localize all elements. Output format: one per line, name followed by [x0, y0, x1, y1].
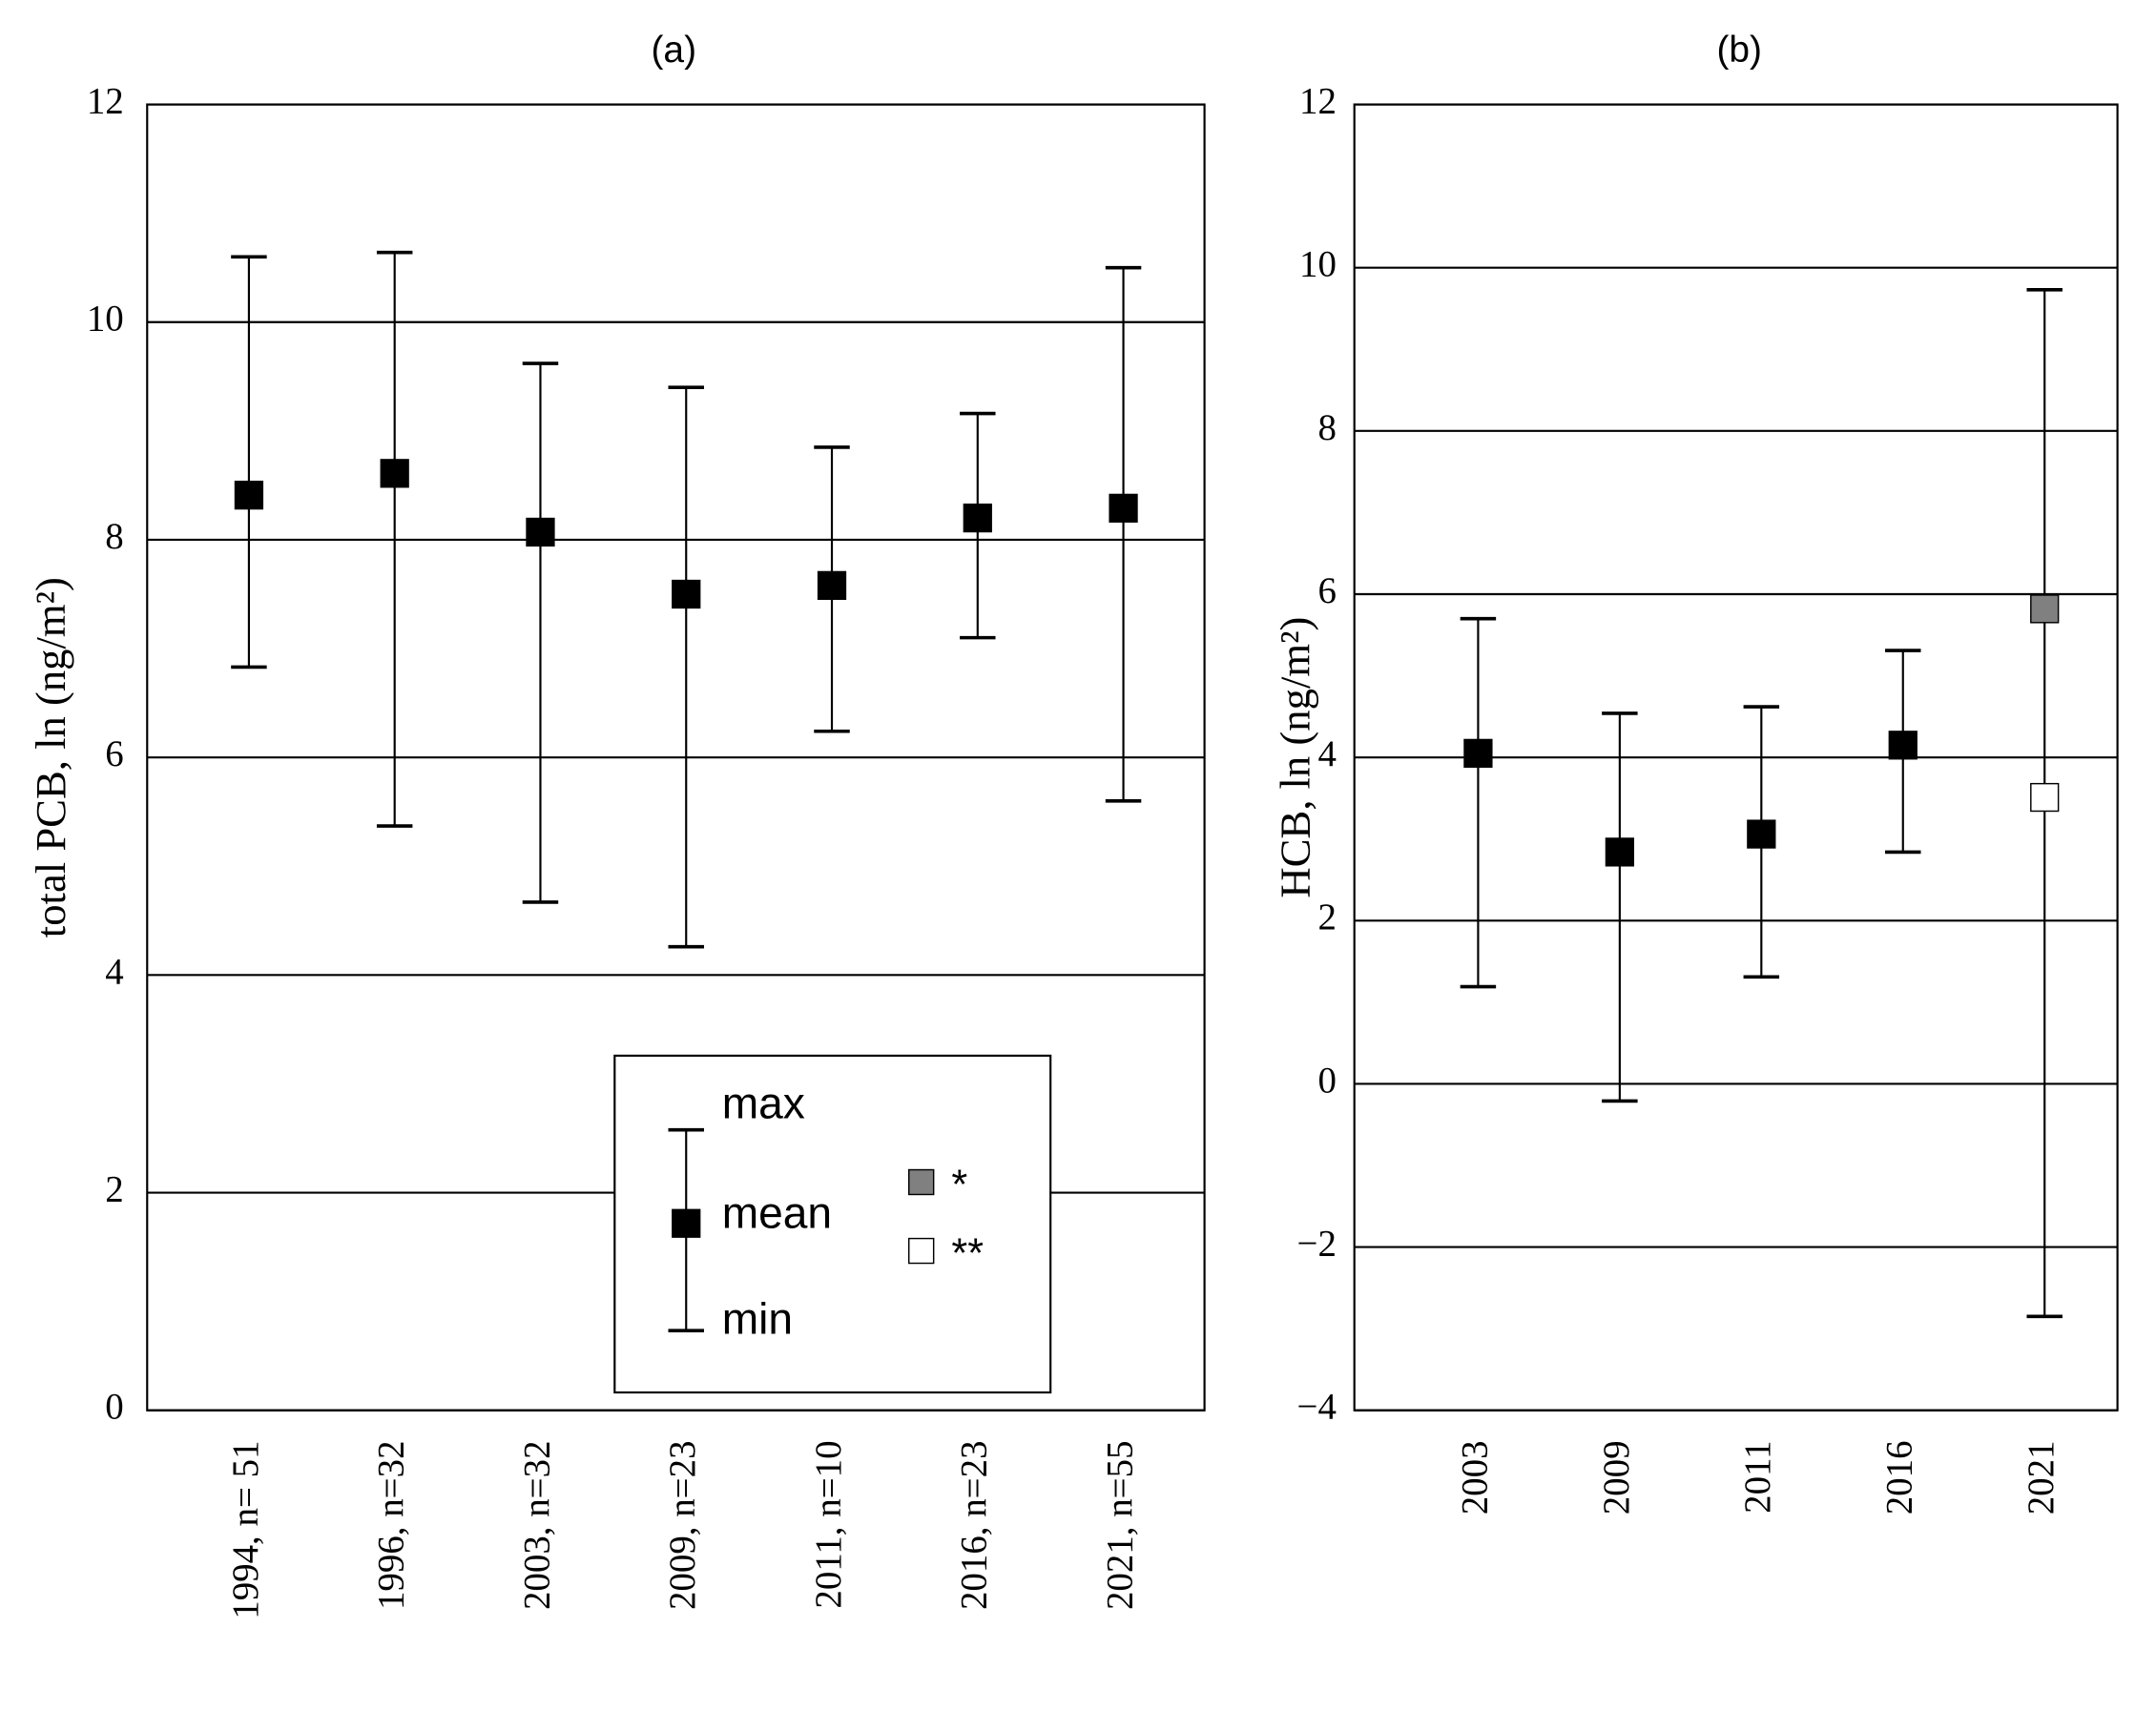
mean-marker — [234, 481, 264, 510]
y-tick-label: 2 — [1318, 896, 1337, 938]
y-tick-label: −4 — [1297, 1387, 1337, 1428]
legend-swatch — [908, 1168, 935, 1196]
x-tick-label: 2021, n=55 — [1099, 1440, 1140, 1610]
x-tick-label: 2021 — [2021, 1440, 2062, 1515]
y-tick-label: 4 — [105, 951, 123, 992]
chart-title: (a) — [651, 30, 696, 71]
y-tick-label: 12 — [87, 80, 124, 121]
x-tick-label: 2009, n=23 — [662, 1440, 703, 1610]
y-tick-label: 10 — [87, 299, 124, 340]
y-tick-label: 4 — [1318, 733, 1337, 774]
y-tick-label: 6 — [105, 733, 123, 774]
mean-marker — [1888, 731, 1918, 760]
legend-label: ** — [951, 1231, 984, 1277]
mean-marker — [1109, 493, 1138, 523]
x-tick-label: 2011 — [1737, 1440, 1778, 1513]
mean-marker — [1463, 738, 1493, 768]
y-tick-label: 0 — [105, 1387, 123, 1428]
legend-label: * — [951, 1163, 967, 1208]
x-tick-label: 2016, n=23 — [954, 1440, 995, 1610]
mean-marker — [2030, 782, 2060, 813]
legend-swatch — [672, 1208, 701, 1238]
mean-marker — [380, 459, 409, 488]
mean-marker — [526, 517, 555, 547]
mean-marker — [1605, 837, 1634, 867]
mean-marker — [672, 579, 701, 609]
mean-marker — [817, 570, 847, 600]
y-tick-label: 12 — [1299, 80, 1337, 121]
legend-label: max — [722, 1078, 805, 1127]
x-tick-label: 2003 — [1454, 1440, 1495, 1515]
y-tick-label: 8 — [1318, 407, 1337, 448]
x-tick-label: 1994, n= 51 — [225, 1440, 266, 1618]
y-tick-label: 2 — [105, 1168, 123, 1209]
mean-marker — [1747, 819, 1776, 849]
plot-frame — [146, 103, 1206, 1412]
x-tick-label: 2016 — [1879, 1440, 1920, 1515]
legend-label: min — [722, 1294, 793, 1344]
x-tick-label: 2003, n=32 — [516, 1440, 557, 1610]
x-tick-label: 2011, n=10 — [808, 1440, 849, 1608]
y-axis-label: total PCB, ln (ng/m²) — [27, 577, 74, 938]
y-tick-label: −2 — [1297, 1224, 1337, 1265]
y-tick-label: 8 — [105, 516, 123, 557]
y-tick-label: 0 — [1318, 1060, 1337, 1101]
y-tick-label: 6 — [1318, 570, 1337, 611]
x-tick-label: 2009 — [1596, 1440, 1637, 1515]
chart-title: (b) — [1716, 30, 1762, 71]
y-tick-label: 10 — [1299, 244, 1337, 285]
legend-label: mean — [722, 1188, 832, 1238]
legend-swatch — [908, 1237, 935, 1265]
y-axis-label: HCB, ln (ng/m²) — [1271, 617, 1318, 898]
plot-frame — [1353, 103, 2119, 1412]
mean-marker — [963, 503, 992, 533]
x-tick-label: 1996, n=32 — [371, 1440, 412, 1610]
mean-marker — [2030, 594, 2060, 624]
